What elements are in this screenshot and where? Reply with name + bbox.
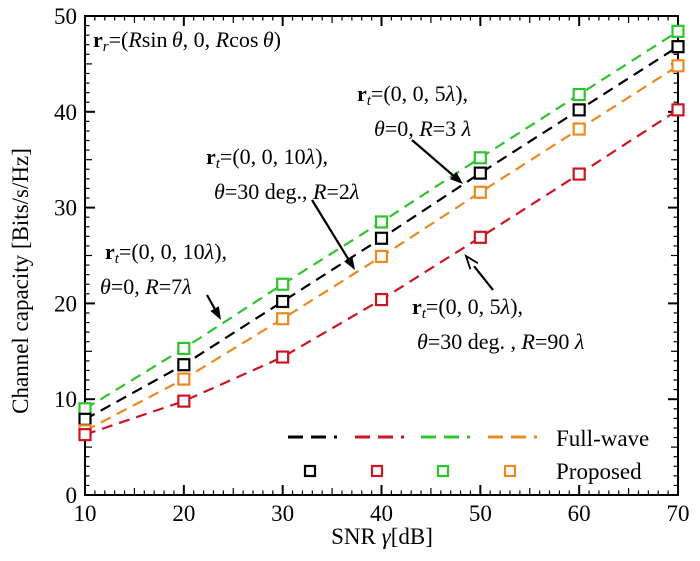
arrowhead-open-icon bbox=[464, 253, 479, 270]
series-0 bbox=[78, 24, 685, 416]
ann-5lambda-r3: rt=(0, 0, 5λ), θ=0, R=3 λ bbox=[357, 80, 471, 142]
x-tick-label: 30 bbox=[271, 501, 294, 526]
annotation-text: rt=(0, 0, 10λ), bbox=[206, 144, 329, 173]
annotation-arrow-line bbox=[411, 139, 454, 177]
marker bbox=[572, 122, 586, 136]
plot-border bbox=[84, 15, 679, 496]
marker bbox=[276, 350, 290, 364]
annotation-text: rt=(0, 0, 5λ), bbox=[412, 294, 524, 323]
annotation-text: rr=(Rsin θ, 0, Rcos θ) bbox=[93, 27, 281, 56]
marker bbox=[572, 167, 586, 181]
marker bbox=[671, 24, 685, 38]
legend-label-square: Proposed bbox=[556, 459, 642, 484]
ann-10lambda-r7: rt=(0, 0, 10λ), θ=0, R=7λ bbox=[100, 238, 227, 300]
x-tick-label: 70 bbox=[667, 501, 690, 526]
marker bbox=[572, 103, 586, 117]
y-tick-label: 0 bbox=[66, 483, 78, 508]
marker bbox=[177, 394, 191, 408]
arrowhead-filled-icon bbox=[210, 306, 221, 320]
annotation-arrows bbox=[206, 139, 494, 320]
x-tick-label: 60 bbox=[568, 501, 591, 526]
arrowhead-filled-icon bbox=[450, 171, 463, 184]
y-tick-label: 30 bbox=[54, 196, 77, 221]
annotation-text: θ=30 deg., R=2λ bbox=[214, 179, 360, 205]
x-tick-label: 20 bbox=[172, 501, 195, 526]
arrowhead-filled-icon bbox=[344, 256, 355, 270]
marker bbox=[473, 166, 487, 180]
marker bbox=[374, 292, 389, 307]
marker bbox=[276, 312, 290, 326]
marker bbox=[374, 231, 389, 245]
legend: Full-wave Proposed bbox=[288, 426, 649, 484]
legend-square-sample bbox=[370, 464, 384, 478]
marker bbox=[177, 341, 191, 356]
marker bbox=[671, 59, 685, 73]
annotation-text: rt=(0, 0, 10λ), bbox=[105, 239, 228, 268]
legend-label-dash: Full-wave bbox=[556, 426, 649, 451]
marker bbox=[78, 428, 92, 442]
legend-square-sample bbox=[436, 464, 450, 478]
annotation-arrow-line bbox=[206, 294, 216, 310]
y-tick-label: 40 bbox=[54, 100, 77, 125]
x-tick-label: 10 bbox=[74, 501, 97, 526]
marker bbox=[671, 40, 685, 54]
annotation-text: θ=30 deg. , R=90 λ bbox=[417, 329, 585, 355]
annotation-text: θ=0, R=3 λ bbox=[374, 116, 472, 142]
marker bbox=[177, 372, 191, 386]
ann-10lambda-r2: rt=(0, 0, 10λ), θ=30 deg., R=2λ bbox=[206, 143, 359, 205]
marker bbox=[78, 402, 92, 416]
receiver-note: rr=(Rsin θ, 0, Rcos θ) bbox=[93, 26, 281, 61]
marker bbox=[276, 294, 290, 309]
marker bbox=[78, 412, 92, 426]
marker bbox=[276, 277, 290, 291]
y-tick-label: 50 bbox=[54, 4, 77, 29]
series-1 bbox=[78, 40, 685, 426]
marker bbox=[473, 151, 487, 165]
annotation-arrow-line bbox=[311, 199, 350, 260]
marker bbox=[374, 249, 389, 264]
legend-square-sample bbox=[303, 464, 317, 478]
y-tick-label: 10 bbox=[54, 387, 77, 412]
marker bbox=[572, 87, 586, 102]
annotation-text: θ=0, R=7λ bbox=[100, 274, 192, 300]
annotation-arrow-line bbox=[473, 265, 494, 291]
y-tick-label: 20 bbox=[54, 291, 77, 316]
marker bbox=[473, 230, 487, 244]
marker bbox=[671, 103, 685, 117]
ann-5lambda-r90: rt=(0, 0, 5λ), θ=30 deg. , R=90 λ bbox=[412, 293, 584, 355]
legend-square-sample bbox=[503, 464, 517, 478]
x-tick-label: 40 bbox=[370, 501, 393, 526]
annotation-text: rt=(0, 0, 5λ), bbox=[357, 81, 469, 110]
marker bbox=[473, 185, 487, 199]
y-axis-title: Channel capacity [Bits/s/Hz] bbox=[8, 148, 33, 414]
marker bbox=[374, 215, 389, 229]
x-axis-title: SNR γ[dB] bbox=[331, 524, 433, 549]
x-tick-label: 50 bbox=[469, 501, 492, 526]
marker bbox=[177, 358, 191, 372]
series-3 bbox=[78, 103, 685, 442]
